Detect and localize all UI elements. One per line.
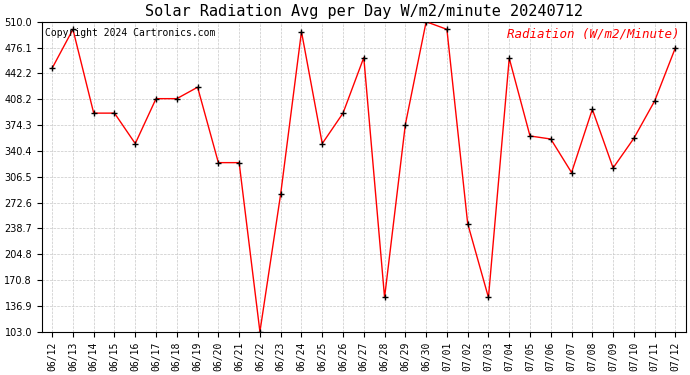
Text: Copyright 2024 Cartronics.com: Copyright 2024 Cartronics.com (45, 28, 215, 38)
Title: Solar Radiation Avg per Day W/m2/minute 20240712: Solar Radiation Avg per Day W/m2/minute … (145, 4, 583, 19)
Text: Radiation (W/m2/Minute): Radiation (W/m2/Minute) (507, 28, 680, 41)
